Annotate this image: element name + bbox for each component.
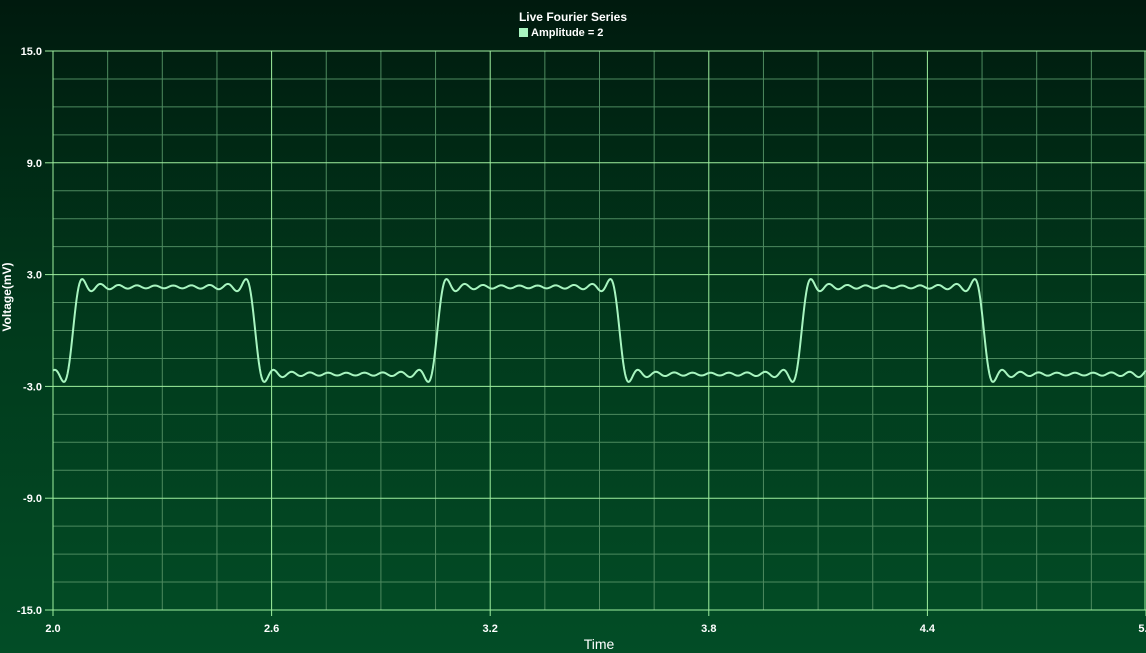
y-tick-label: 15.0	[21, 46, 42, 58]
y-tick-label: -3.0	[23, 381, 42, 393]
y-tick-label: 9.0	[27, 158, 42, 170]
series-line-amplitude	[52, 277, 1146, 384]
y-axis-ticks: 15.0 9.0 3.0 -3.0 -9.0 -15.0	[17, 46, 53, 617]
x-tick-label: 3.8	[701, 623, 716, 635]
x-tick-label: 4.4	[920, 623, 936, 635]
y-axis-label: Voltage(mV)	[0, 262, 14, 331]
x-axis-label: Time	[584, 636, 615, 652]
legend-swatch[interactable]	[519, 28, 528, 37]
legend-label[interactable]: Amplitude = 2	[531, 27, 603, 39]
y-tick-label: -9.0	[23, 493, 42, 505]
x-tick-label: 2.0	[45, 623, 60, 635]
x-tick-label: 2.6	[264, 623, 279, 635]
y-tick-label: 3.0	[27, 270, 42, 282]
x-tick-label: 3.2	[483, 623, 498, 635]
minor-grid	[53, 51, 1146, 610]
x-tick-label: 5.0	[1138, 623, 1146, 635]
chart-title: Live Fourier Series	[519, 10, 627, 24]
y-tick-label: -15.0	[17, 605, 42, 617]
major-grid	[52, 50, 1146, 611]
x-axis-ticks: 2.0 2.6 3.2 3.8 4.4 5.0	[45, 610, 1146, 635]
